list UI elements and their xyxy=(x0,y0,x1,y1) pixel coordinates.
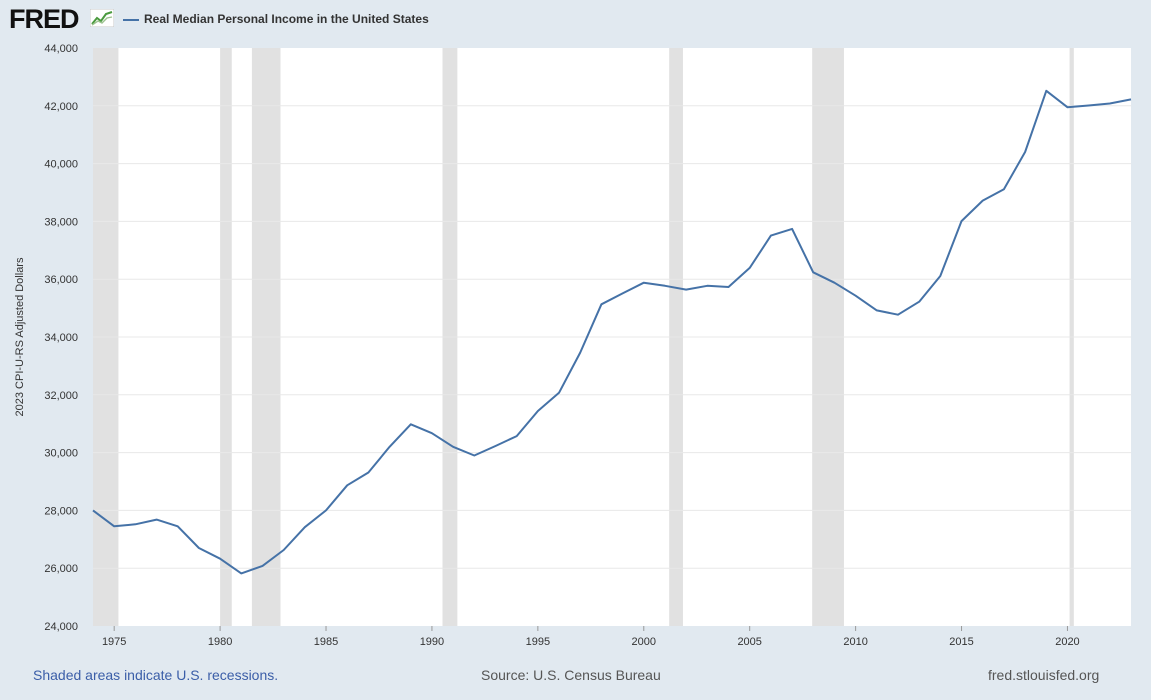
y-tick-label: 42,000 xyxy=(44,101,78,113)
y-tick-label: 30,000 xyxy=(44,448,78,460)
data-point: 1992: 29,900 xyxy=(472,453,476,457)
site-link[interactable]: fred.stlouisfed.org xyxy=(988,667,1100,683)
data-point: 1974: 28,000 xyxy=(91,508,95,512)
data-point: 1993: 30,230 xyxy=(493,444,497,448)
data-point: 1984: 27,420 xyxy=(303,525,307,529)
data-point: 2007: 37,740 xyxy=(790,227,794,231)
y-tick-label: 32,000 xyxy=(44,390,78,402)
data-point: 2014: 36,110 xyxy=(938,274,942,278)
data-point: 1983: 26,630 xyxy=(281,548,285,552)
x-tick-label: 1995 xyxy=(526,636,550,648)
data-point: 2000: 35,880 xyxy=(642,280,646,284)
line-chart[interactable]: 24,000 26,000 28,000 30,000 32,000 34,000 36,0… xyxy=(0,0,1151,660)
data-point: 2012: 34,770 xyxy=(896,313,900,317)
data-point: 1979: 26,700 xyxy=(197,546,201,550)
data-point: 2006: 37,510 xyxy=(769,233,773,237)
data-point: 1988: 30,200 xyxy=(387,445,391,449)
data-point: 1980: 26,330 xyxy=(218,556,222,560)
x-tick-label: 2010 xyxy=(843,636,867,648)
y-tick-label: 36,000 xyxy=(44,274,78,286)
data-point: 1985: 28,000 xyxy=(324,508,328,512)
data-point: 1975: 27,450 xyxy=(112,524,116,528)
data-point: 1997: 33,460 xyxy=(578,350,582,354)
y-tick-label: 44,000 xyxy=(44,43,78,55)
y-tick-label: 40,000 xyxy=(44,159,78,171)
data-point: 2020: 41,950 xyxy=(1065,105,1069,109)
legend-series-label: Real Median Personal Income in the Unite… xyxy=(144,12,429,26)
y-tick-label: 38,000 xyxy=(44,216,78,228)
x-tick-label: 1975 xyxy=(102,636,126,648)
data-point: 2008: 36,240 xyxy=(811,270,815,274)
x-tick-label: 2020 xyxy=(1055,636,1079,648)
fred-chart-icon xyxy=(90,9,114,27)
data-point: 2022: 42,080 xyxy=(1108,101,1112,105)
data-point: 1998: 35,130 xyxy=(599,302,603,306)
data-point: 2017: 39,110 xyxy=(1002,187,1006,191)
data-point: 1994: 30,570 xyxy=(514,434,518,438)
data-point: 1990: 30,670 xyxy=(430,431,434,435)
source-note: Source: U.S. Census Bureau xyxy=(481,667,661,683)
data-point: 2016: 38,720 xyxy=(981,198,985,202)
data-point: 1996: 32,070 xyxy=(557,391,561,395)
data-point: 1978: 27,450 xyxy=(176,524,180,528)
data-point: 1986: 28,870 xyxy=(345,483,349,487)
data-point: 1995: 31,440 xyxy=(536,409,540,413)
chart-header: FRED Real Median Personal Income in the … xyxy=(0,0,1151,40)
data-point: 1977: 27,680 xyxy=(154,517,158,521)
data-point: 2013: 35,220 xyxy=(917,300,921,304)
data-point: 2002: 35,640 xyxy=(684,287,688,291)
data-point: 1999: 35,510 xyxy=(620,291,624,295)
data-point: 2009: 35,880 xyxy=(832,280,836,284)
recession-note: Shaded areas indicate U.S. recessions. xyxy=(33,667,279,683)
data-point: 2001: 35,770 xyxy=(663,284,667,288)
x-tick-label: 1985 xyxy=(314,636,338,648)
legend-line-swatch xyxy=(123,19,139,21)
data-point: 1987: 29,310 xyxy=(366,470,370,474)
data-point: 2018: 40,400 xyxy=(1023,150,1027,154)
x-tick-label: 1990 xyxy=(420,636,444,648)
x-tick-label: 2015 xyxy=(949,636,973,648)
x-tick-label: 2005 xyxy=(737,636,761,648)
data-point: 1991: 30,200 xyxy=(451,445,455,449)
data-point: 2010: 35,430 xyxy=(853,293,857,297)
data-point: 2011: 34,920 xyxy=(875,308,879,312)
data-point: 2019: 42,520 xyxy=(1044,89,1048,93)
x-tick-label: 1980 xyxy=(208,636,232,648)
data-point: 2003: 35,770 xyxy=(705,284,709,288)
y-tick-label: 34,000 xyxy=(44,332,78,344)
x-tick-label: 2000 xyxy=(632,636,656,648)
data-point: 1981: 25,820 xyxy=(239,571,243,575)
data-point: 1982: 26,080 xyxy=(260,564,264,568)
data-point: 2023: 42,220 xyxy=(1129,97,1133,101)
data-point: 2005: 36,390 xyxy=(747,266,751,270)
series-line xyxy=(92,89,1132,575)
data-point: 1976: 27,520 xyxy=(133,522,137,526)
y-tick-label: 26,000 xyxy=(44,563,78,575)
data-point: 2015: 38,010 xyxy=(959,219,963,223)
data-point: 2004: 35,730 xyxy=(726,285,730,289)
data-point: 1989: 30,980 xyxy=(409,422,413,426)
y-tick-label: 28,000 xyxy=(44,505,78,517)
data-point: 2021: 42,010 xyxy=(1086,103,1090,107)
y-tick-label: 24,000 xyxy=(44,621,78,633)
fred-logo[interactable]: FRED xyxy=(9,4,79,34)
y-axis-title: 2023 CPI-U-RS Adjusted Dollars xyxy=(14,257,26,416)
